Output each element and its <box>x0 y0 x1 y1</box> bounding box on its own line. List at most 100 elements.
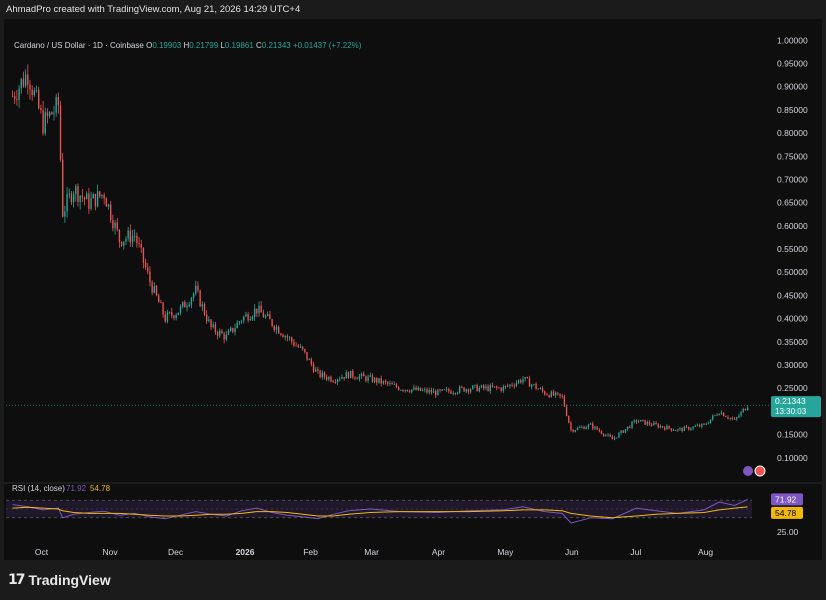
tradingview-logo[interactable]: 17 TradingView <box>8 572 111 588</box>
candle-body <box>367 376 369 381</box>
price-tick-label: 1.00000 <box>777 35 808 45</box>
rsi-legend-value: 71.92 <box>66 484 87 493</box>
candle-body <box>559 393 561 396</box>
candle-body <box>415 387 417 391</box>
candle-body <box>62 159 64 217</box>
candle-body <box>205 314 208 322</box>
candle-body <box>602 433 605 436</box>
candle-body <box>210 319 212 328</box>
candle-body <box>297 345 299 348</box>
candle-body <box>382 381 385 384</box>
candle-body <box>155 285 158 296</box>
candle-body <box>373 378 376 383</box>
candle-body <box>483 385 485 389</box>
candle-body <box>232 327 234 332</box>
candle-body <box>421 390 424 391</box>
candle-body <box>356 378 358 380</box>
candle-body <box>325 376 328 380</box>
candle-body <box>48 112 51 117</box>
candle-body <box>33 90 36 96</box>
candle-body <box>306 352 308 360</box>
candle-body <box>142 247 145 263</box>
candle-body <box>698 425 701 427</box>
candle-body <box>112 220 114 229</box>
tradingview-brand: TradingView <box>28 572 111 588</box>
candle-body <box>354 377 356 379</box>
candle-body <box>640 419 642 422</box>
candle-body <box>310 359 313 365</box>
candle-body <box>107 204 110 207</box>
candle-body <box>572 429 574 432</box>
candle-body <box>530 384 533 387</box>
candle-body <box>118 229 121 242</box>
candle-body <box>221 330 223 334</box>
attribution-text: AhmadPro created with TradingView.com, A… <box>6 4 301 15</box>
candle-body <box>90 198 92 209</box>
candle-body <box>46 112 49 117</box>
candle-body <box>88 193 90 209</box>
candle-body <box>738 415 740 418</box>
candle-body <box>247 314 249 321</box>
candle-body <box>11 95 14 97</box>
candle-body <box>683 426 686 431</box>
candle-body <box>511 384 513 386</box>
close-value: 0.21343 <box>261 41 291 50</box>
candle-body <box>456 392 459 394</box>
candle-body <box>216 332 219 336</box>
candle-body <box>391 383 393 385</box>
candle-body <box>192 293 195 299</box>
chart-area[interactable]: 1.00000 0.95000 0.90000 0.85000 0.80000 0.750… <box>4 19 822 560</box>
candle-body <box>515 382 518 386</box>
candle-body <box>480 385 483 388</box>
candle-body <box>432 390 435 393</box>
time-tick-label: Aug <box>698 547 713 557</box>
candle-body <box>147 267 149 272</box>
candle-body <box>642 419 644 421</box>
candle-body <box>197 285 199 291</box>
candle-body <box>336 379 339 383</box>
candle-body <box>424 389 426 391</box>
candle-body <box>35 90 38 91</box>
candle-body <box>731 417 734 419</box>
candle-body <box>452 393 454 394</box>
candle-body <box>705 423 707 425</box>
candle-body <box>18 88 20 100</box>
time-tick-label: Jul <box>630 547 641 557</box>
price-tick-label: 0.90000 <box>777 82 808 92</box>
candle-body <box>288 337 291 339</box>
candle-body <box>153 285 156 293</box>
candle-body <box>195 285 197 294</box>
candle-body <box>110 204 112 221</box>
candle-body <box>541 388 544 392</box>
candle-body <box>668 425 670 429</box>
candle-body <box>666 425 668 430</box>
candle-body <box>478 387 481 392</box>
candle-body <box>334 382 337 383</box>
rsi-ma-line <box>12 506 748 519</box>
candle-body <box>70 193 73 203</box>
rsi-ma-tag <box>771 506 803 519</box>
candle-body <box>20 78 22 89</box>
candle-body <box>692 426 694 429</box>
price-tag-value: 0.21343 <box>775 396 806 406</box>
price-tag-box <box>771 396 821 418</box>
candle-body <box>402 390 404 391</box>
candle-body <box>690 428 692 430</box>
flash-icon <box>743 466 753 476</box>
candle-body <box>659 426 662 428</box>
chart-svg[interactable]: 1.00000 0.95000 0.90000 0.85000 0.80000 0.750… <box>4 19 822 560</box>
price-tick-label: 0.30000 <box>777 360 808 370</box>
price-tick-label: 0.25000 <box>777 383 808 393</box>
candle-body <box>171 312 173 316</box>
candle-body <box>411 389 413 393</box>
candle-body <box>16 98 18 100</box>
candle-body <box>304 349 306 353</box>
candle-body <box>99 191 101 197</box>
candle-body <box>175 314 177 319</box>
candle-body <box>485 386 487 389</box>
candle-body <box>435 390 437 396</box>
candle-body <box>295 345 297 347</box>
candle-body <box>611 436 614 440</box>
candle-body <box>487 386 489 392</box>
candle-body <box>301 346 304 350</box>
